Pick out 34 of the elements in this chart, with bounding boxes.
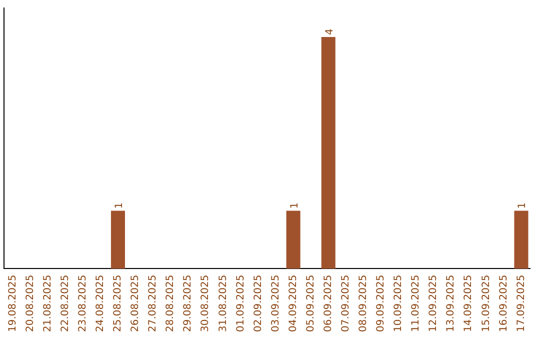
x-tick-label: 19.08.2025 [7,274,18,332]
x-tick-label: 17.09.2025 [516,274,527,332]
data-label: 1 [114,202,125,209]
x-tick-label: 13.09.2025 [446,274,457,332]
x-tick-label: 12.09.2025 [428,274,440,332]
x-tick-label: 30.08.2025 [200,274,212,332]
x-tick-label: 03.09.2025 [270,274,282,332]
x-tick-label: 26.08.2025 [130,274,142,332]
x-tick-label: 08.09.2025 [358,274,370,332]
x-tick-label: 09.09.2025 [376,274,387,332]
x-tick-label: 10.09.2025 [393,274,404,332]
x-tick-label: 11.09.2025 [410,274,422,332]
x-tick-label: 05.09.2025 [305,274,316,332]
x-tick-label: 23.08.2025 [77,274,88,332]
x-tick-label: 22.08.2025 [60,274,71,332]
x-tick-label: 31.08.2025 [218,274,229,332]
data-label: 1 [517,202,528,209]
data-label: 4 [324,28,336,35]
x-tick-label: 01.09.2025 [235,274,246,332]
data-label: 1 [289,202,300,209]
x-tick-label: 07.09.2025 [340,274,352,332]
x-tick-label: 15.09.2025 [480,274,492,332]
x-tick-label: 20.08.2025 [24,274,36,332]
x-tick-label: 29.08.2025 [182,274,194,332]
x-tick-label: 14.09.2025 [463,274,474,332]
x-tick-label: 02.09.2025 [252,274,264,332]
x-tick-label: 16.09.2025 [498,274,510,332]
x-tick-label: 25.08.2025 [112,274,124,332]
x-tick-label: 21.08.2025 [42,274,54,332]
x-tick-label: 27.08.2025 [148,274,159,332]
x-tick-label: 28.08.2025 [165,274,176,332]
x-tick-label: 04.09.2025 [288,274,299,332]
x-tick-label: 06.09.2025 [322,274,334,332]
x-tick-label: 24.08.2025 [95,274,106,332]
